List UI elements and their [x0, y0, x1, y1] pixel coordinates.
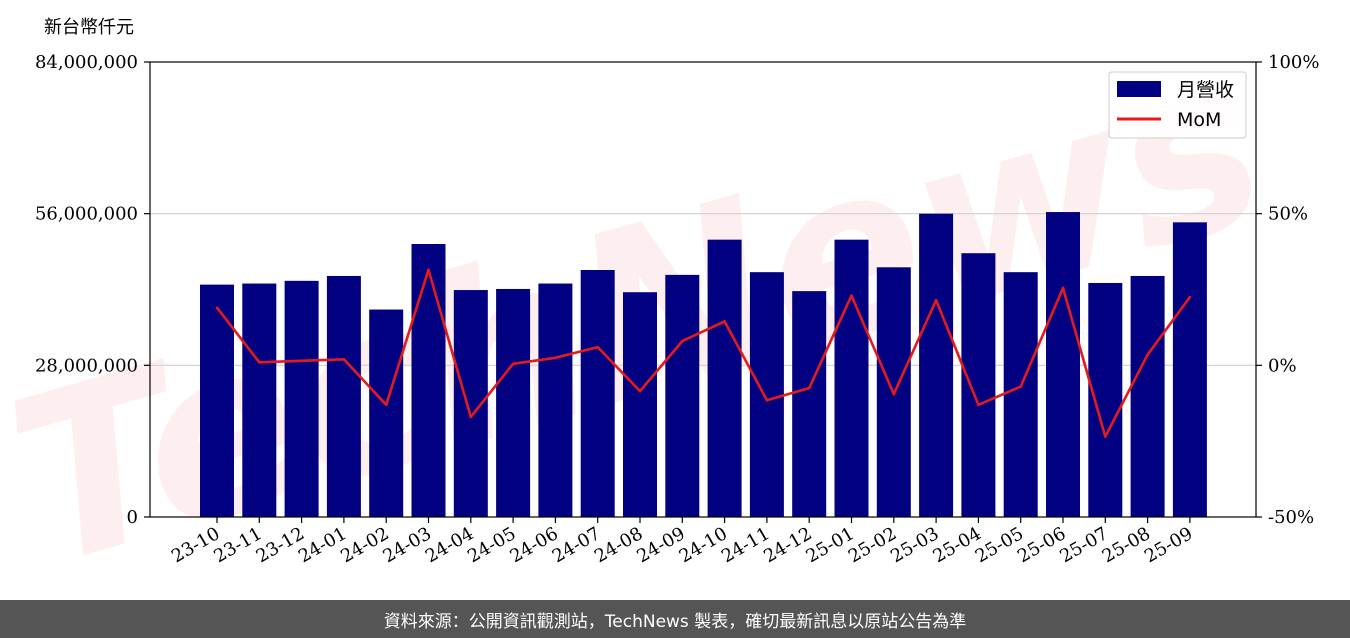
- bar: [1088, 283, 1123, 517]
- bar: [242, 283, 277, 517]
- right-axis: -50% 0% 50% 100%: [1256, 52, 1319, 528]
- mom-point: [977, 403, 980, 407]
- legend-label-revenue: 月營收: [1177, 79, 1234, 101]
- mom-point: [384, 403, 388, 407]
- mom-point: [681, 339, 684, 343]
- bar: [496, 288, 531, 517]
- bar: [369, 309, 404, 517]
- right-tick-label: 50%: [1268, 204, 1308, 225]
- mom-line: [215, 268, 1191, 438]
- mom-point: [554, 356, 557, 360]
- left-tick-label: 0: [127, 507, 138, 528]
- bar-series: [200, 212, 1207, 518]
- mom-point: [1146, 353, 1149, 357]
- source-footer: 資料來源：公開資訊觀測站，TechNews 製表，確切最新訊息以原站公告為準: [0, 600, 1350, 638]
- legend: 月營收 MoM: [1108, 71, 1247, 139]
- mom-point: [892, 392, 896, 396]
- mom-point: [596, 345, 599, 349]
- revenue-chart: TechNews 新台幣仟元 028,000,00056,000,00084,0…: [0, 10, 1319, 600]
- bar: [749, 272, 784, 517]
- x-tick-label: 25-09: [1141, 523, 1196, 567]
- mom-point: [807, 386, 811, 390]
- bar: [326, 275, 361, 517]
- unit-label: 新台幣仟元: [44, 17, 134, 38]
- bar: [834, 239, 869, 517]
- bar: [1130, 275, 1165, 517]
- mom-point: [215, 306, 219, 310]
- mom-point: [258, 361, 261, 364]
- bar: [284, 280, 319, 517]
- mom-point: [638, 389, 642, 393]
- mom-point: [1061, 286, 1065, 290]
- source-text: 資料來源：公開資訊觀測站，TechNews 製表，確切最新訊息以原站公告為準: [383, 611, 967, 632]
- left-axis: 0 28,000,000 56,000,000 84,000,000: [35, 52, 150, 528]
- bar: [200, 284, 234, 517]
- mom-point: [511, 362, 515, 366]
- bar: [538, 283, 573, 517]
- bar: [707, 239, 742, 517]
- right-tick-label: 0%: [1268, 355, 1297, 376]
- bar: [792, 291, 827, 517]
- plot-frame: [149, 61, 1257, 518]
- mom-point: [723, 320, 726, 323]
- bar: [1003, 272, 1038, 517]
- left-tick-label: 84,000,000: [35, 52, 138, 73]
- legend-label-mom: MoM: [1177, 109, 1221, 131]
- bar: [919, 213, 954, 517]
- left-tick-label: 28,000,000: [35, 355, 138, 376]
- bar: [580, 270, 615, 517]
- mom-point: [342, 357, 346, 361]
- bar: [961, 253, 996, 518]
- mom-point: [300, 359, 303, 363]
- bar: [411, 244, 446, 517]
- bar: [1172, 222, 1207, 518]
- legend-swatch-bar: [1117, 81, 1161, 97]
- right-tick-label: -50%: [1268, 507, 1314, 528]
- left-tick-label: 56,000,000: [35, 204, 138, 225]
- mom-point: [1188, 295, 1192, 299]
- mom-point: [1104, 435, 1107, 438]
- mom-point: [850, 294, 853, 297]
- mom-point: [469, 415, 473, 419]
- bar: [665, 274, 700, 517]
- mom-point: [765, 398, 769, 402]
- bar: [1046, 212, 1080, 517]
- bar: [623, 292, 657, 517]
- right-tick-label: 100%: [1268, 52, 1319, 73]
- mom-series: [215, 268, 1192, 438]
- mom-point: [1019, 385, 1022, 388]
- mom-point: [427, 268, 430, 272]
- mom-point: [934, 298, 938, 302]
